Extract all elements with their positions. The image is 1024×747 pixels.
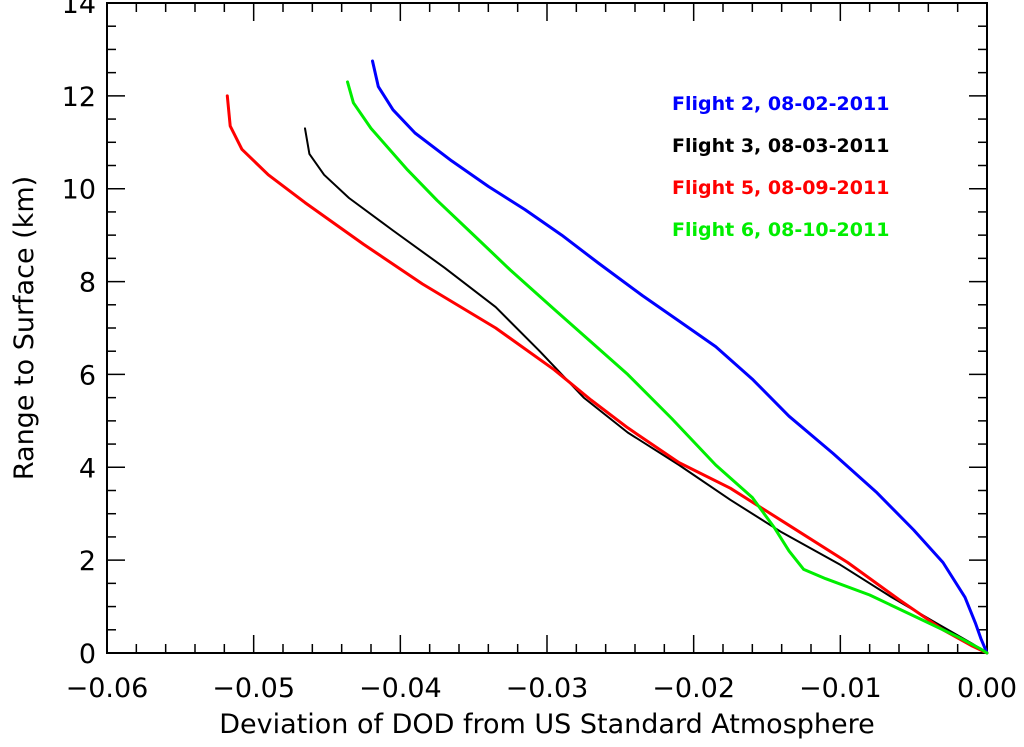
y-tick-label: 2 [79,546,96,577]
x-tick-label: −0.01 [799,673,882,704]
series-line-3 [225,94,989,655]
y-tick-label: 12 [62,82,96,113]
y-tick-label: 10 [62,175,96,206]
y-tick-label: 6 [79,360,96,391]
y-tick-label: 14 [62,0,96,20]
y-tick-label: 8 [79,268,96,299]
x-tick-label: −0.05 [212,673,295,704]
x-axis-label: Deviation of DOD from US Standard Atmosp… [219,709,875,740]
legend-entry: Flight 6, 08-10-2011 [672,219,889,241]
legend-entry: Flight 2, 08-02-2011 [672,93,889,115]
series-lines [225,59,989,655]
legend-entry: Flight 3, 08-03-2011 [672,135,889,157]
series-line-1 [371,59,989,655]
y-tick-label: 4 [79,453,96,484]
y-tick-label: 0 [79,639,96,670]
legend-entry: Flight 5, 08-09-2011 [672,177,889,199]
axis-tick-labels: −0.06 −0.05 −0.04 −0.03 −0.02 −0.01 0.00 0 2 4 6 8 1… [62,0,1017,704]
x-tick-label: −0.04 [359,673,442,704]
x-tick-label: −0.06 [66,673,149,704]
axis-ticks [106,2,988,654]
x-tick-label: −0.03 [506,673,589,704]
x-tick-label: −0.02 [652,673,735,704]
series-line-4 [346,80,989,655]
legend: Flight 2, 08-02-2011 Flight 3, 08-03-2011… [672,93,889,241]
x-tick-label: 0.00 [957,673,1017,704]
y-axis-label: Range to Surface (km) [9,176,40,480]
series-line-2 [304,127,988,654]
